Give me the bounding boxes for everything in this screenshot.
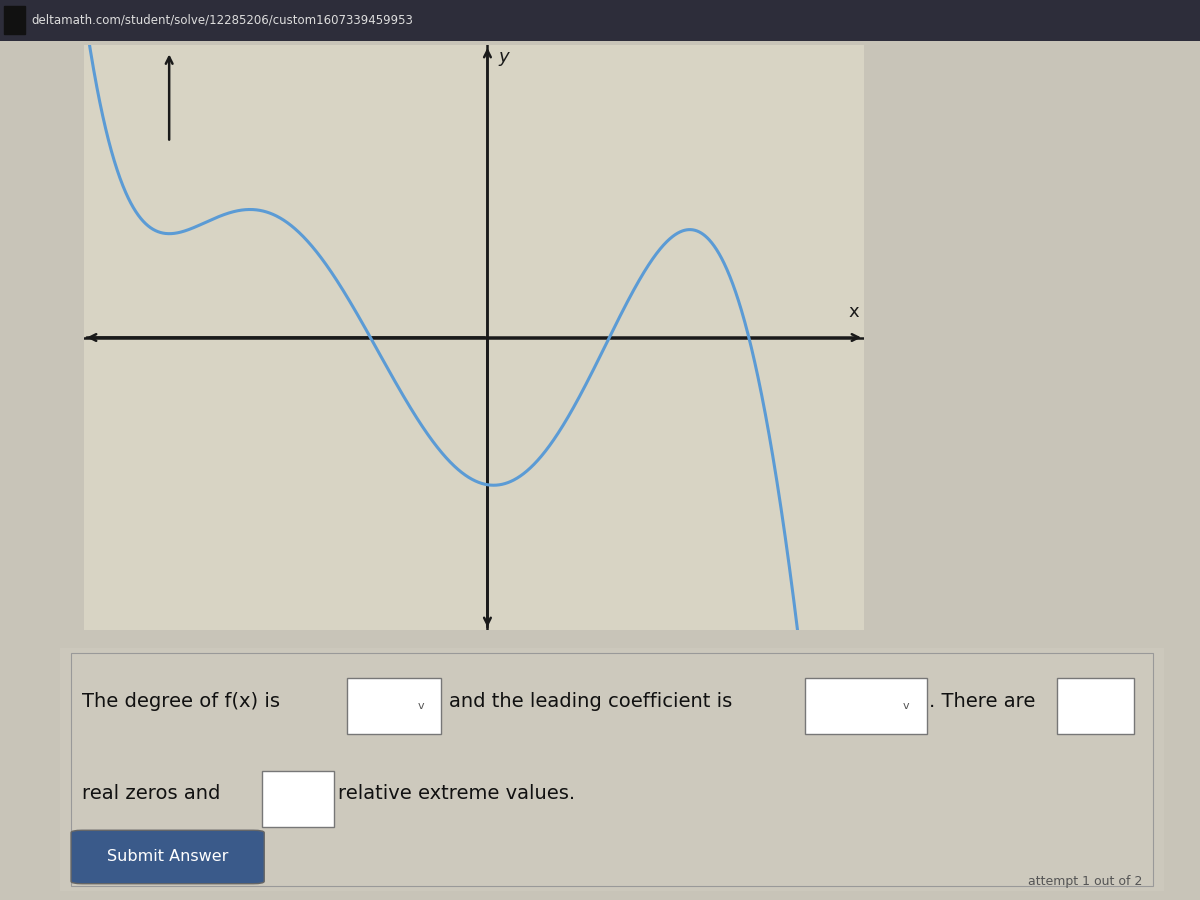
FancyBboxPatch shape — [805, 679, 926, 734]
Text: and the leading coefficient is: and the leading coefficient is — [449, 692, 732, 711]
Bar — [4, 6, 25, 34]
Text: The degree of f(x) is: The degree of f(x) is — [82, 692, 280, 711]
Text: attempt 1 out of 2: attempt 1 out of 2 — [1027, 875, 1142, 887]
Text: real zeros and: real zeros and — [82, 784, 221, 804]
FancyBboxPatch shape — [71, 652, 1153, 886]
Text: v: v — [902, 701, 908, 711]
Text: Submit Answer: Submit Answer — [107, 850, 228, 865]
Text: v: v — [418, 701, 425, 711]
Text: . There are: . There are — [929, 692, 1036, 711]
Text: relative extreme values.: relative extreme values. — [338, 784, 575, 804]
Text: x: x — [848, 303, 859, 321]
FancyBboxPatch shape — [347, 679, 440, 734]
FancyBboxPatch shape — [262, 770, 334, 826]
FancyBboxPatch shape — [71, 830, 264, 884]
FancyBboxPatch shape — [1057, 679, 1134, 734]
Text: deltamath.com/student/solve/12285206/custom1607339459953: deltamath.com/student/solve/12285206/cus… — [31, 14, 413, 27]
Text: y: y — [498, 49, 509, 67]
